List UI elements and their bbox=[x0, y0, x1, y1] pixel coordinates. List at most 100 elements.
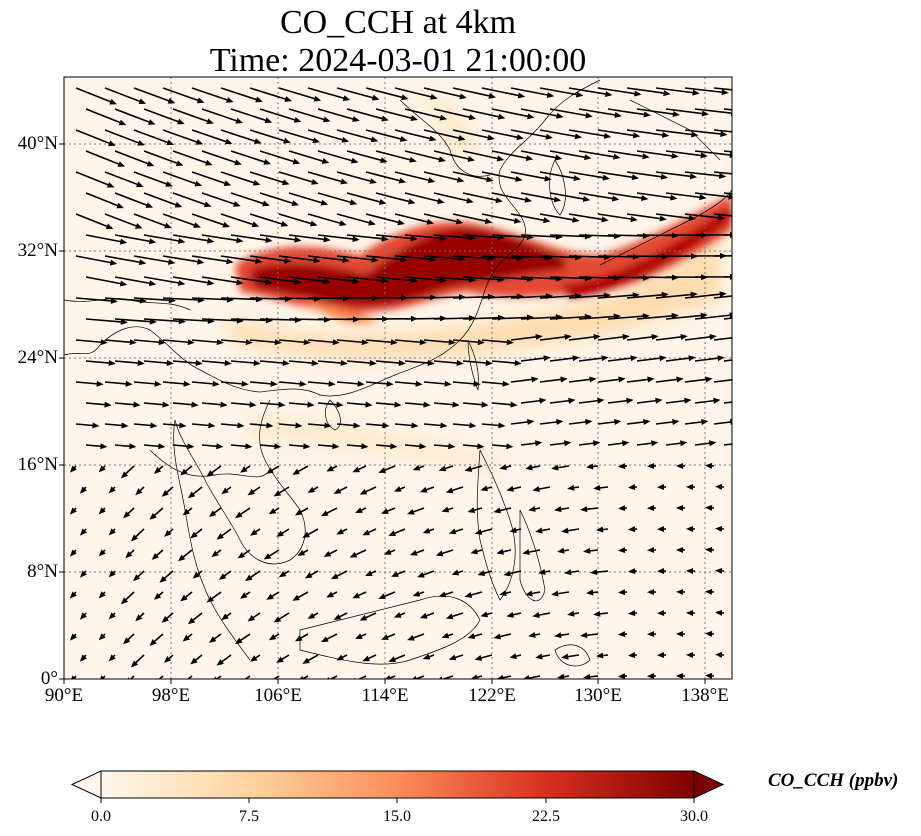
wind-vector-head bbox=[177, 118, 185, 125]
wind-vector-shaft bbox=[481, 171, 521, 181]
wind-vector-shaft bbox=[133, 87, 174, 104]
wind-vector-shaft bbox=[394, 213, 433, 224]
wind-vector-head bbox=[574, 133, 583, 140]
wind-vector-head bbox=[466, 197, 474, 204]
wind-vector-head bbox=[584, 154, 592, 161]
wind-vector-shaft bbox=[665, 108, 708, 115]
wind-vector-shaft bbox=[539, 213, 578, 222]
wind-vector-shaft bbox=[220, 129, 260, 144]
colorbar-tick-30: 30.0 bbox=[680, 808, 708, 825]
wind-vector-head bbox=[544, 175, 552, 182]
wind-vector-head bbox=[717, 355, 725, 362]
wind-vector-head bbox=[429, 135, 437, 142]
wind-vector-head bbox=[680, 333, 688, 340]
wind-vector-shaft bbox=[201, 234, 242, 242]
wind-vector-shaft bbox=[713, 129, 732, 133]
wind-vector-head bbox=[222, 221, 231, 228]
wind-vector-head bbox=[207, 279, 215, 286]
wind-vector-shaft bbox=[452, 129, 493, 140]
wind-vector-shaft bbox=[549, 108, 591, 118]
wind-vector-head bbox=[580, 506, 588, 513]
wind-vector-shaft bbox=[129, 675, 135, 679]
wind-vector-head bbox=[705, 462, 713, 469]
wind-vector-head bbox=[137, 360, 145, 366]
lon-label-114e: 114°E bbox=[361, 685, 409, 706]
wind-vector-head bbox=[564, 333, 572, 340]
wind-vector-head bbox=[96, 380, 104, 387]
wind-vector-shaft bbox=[578, 276, 620, 280]
wind-vector-head bbox=[506, 443, 514, 450]
wind-vector-shaft bbox=[230, 108, 271, 123]
wind-vector-head bbox=[192, 571, 200, 579]
wind-vector-head bbox=[427, 177, 436, 184]
colorbar-tick-7-5: 7.5 bbox=[239, 808, 259, 825]
wind-vector-shaft bbox=[114, 276, 155, 285]
wind-vector-shaft bbox=[723, 192, 732, 195]
wind-vector-shaft bbox=[317, 108, 359, 122]
wind-vector-head bbox=[150, 422, 158, 429]
wind-vector-head bbox=[647, 376, 655, 383]
wind-vector-head bbox=[451, 569, 460, 576]
wind-vector-head bbox=[705, 588, 713, 595]
wind-vector-shaft bbox=[404, 108, 446, 120]
wind-vector-head bbox=[618, 673, 626, 679]
wind-vector-head bbox=[205, 159, 213, 166]
wind-vector-head bbox=[268, 634, 277, 641]
wind-vector-head bbox=[352, 278, 360, 285]
wind-vector-shaft bbox=[626, 87, 669, 95]
wind-vector-head bbox=[647, 463, 655, 470]
wind-vector-head bbox=[671, 152, 679, 159]
wind-vector-head bbox=[539, 397, 547, 404]
wind-vector-shaft bbox=[336, 213, 375, 225]
wind-vector-shaft bbox=[191, 171, 230, 186]
wind-vector-head bbox=[109, 259, 118, 266]
wind-vector-head bbox=[670, 194, 678, 201]
wind-vector-head bbox=[98, 549, 106, 557]
wind-vector-head bbox=[510, 401, 518, 408]
wind-vector-head bbox=[686, 483, 694, 490]
wind-vector-head bbox=[138, 259, 147, 266]
wind-vector-head bbox=[657, 652, 665, 659]
wind-vector-head bbox=[326, 676, 330, 679]
wind-vector-shaft bbox=[244, 675, 251, 679]
wind-vector-head bbox=[400, 256, 408, 263]
wind-vector-shaft bbox=[462, 276, 503, 281]
wind-vector-head bbox=[647, 547, 655, 554]
wind-vector-head bbox=[224, 138, 233, 145]
lon-label-122e: 122°E bbox=[468, 685, 516, 706]
wind-vector-shaft bbox=[394, 339, 425, 344]
axis-ticks bbox=[59, 143, 706, 684]
wind-vector-shaft bbox=[375, 108, 417, 121]
wind-vector-shaft bbox=[626, 129, 668, 137]
wind-vector-head bbox=[237, 422, 245, 429]
co-concentration-field bbox=[64, 77, 765, 679]
wind-vector-shaft bbox=[114, 150, 153, 167]
wind-vector-head bbox=[676, 546, 684, 553]
wind-vector-head bbox=[618, 589, 626, 596]
wind-vector-head bbox=[417, 571, 425, 578]
wind-vector-head bbox=[311, 360, 319, 366]
wind-vector-head bbox=[554, 506, 562, 513]
wind-vector-head bbox=[546, 92, 555, 98]
wind-vector-head bbox=[717, 214, 725, 221]
wind-vector-shaft bbox=[510, 87, 553, 97]
wind-vector-shaft bbox=[288, 108, 329, 122]
wind-vector-shaft bbox=[597, 171, 638, 179]
wind-vector-head bbox=[618, 505, 626, 512]
wind-vector-head bbox=[322, 116, 331, 123]
wind-vector-head bbox=[195, 139, 204, 145]
wind-vector-head bbox=[369, 178, 378, 184]
wind-vector-head bbox=[758, 312, 765, 318]
wind-vector-shaft bbox=[539, 87, 582, 97]
wind-vector-head bbox=[672, 111, 680, 117]
wind-vector-head bbox=[177, 279, 186, 286]
wind-vector-head bbox=[705, 546, 713, 553]
wind-vector-head bbox=[583, 673, 591, 679]
wind-vector-shaft bbox=[462, 108, 504, 119]
wind-vector-shaft bbox=[607, 314, 648, 320]
wind-vector-head bbox=[522, 675, 530, 679]
wind-vector-head bbox=[203, 201, 212, 208]
wind-vector-head bbox=[423, 401, 431, 408]
wind-vector-head bbox=[535, 527, 543, 534]
wind-vector-head bbox=[456, 176, 465, 183]
